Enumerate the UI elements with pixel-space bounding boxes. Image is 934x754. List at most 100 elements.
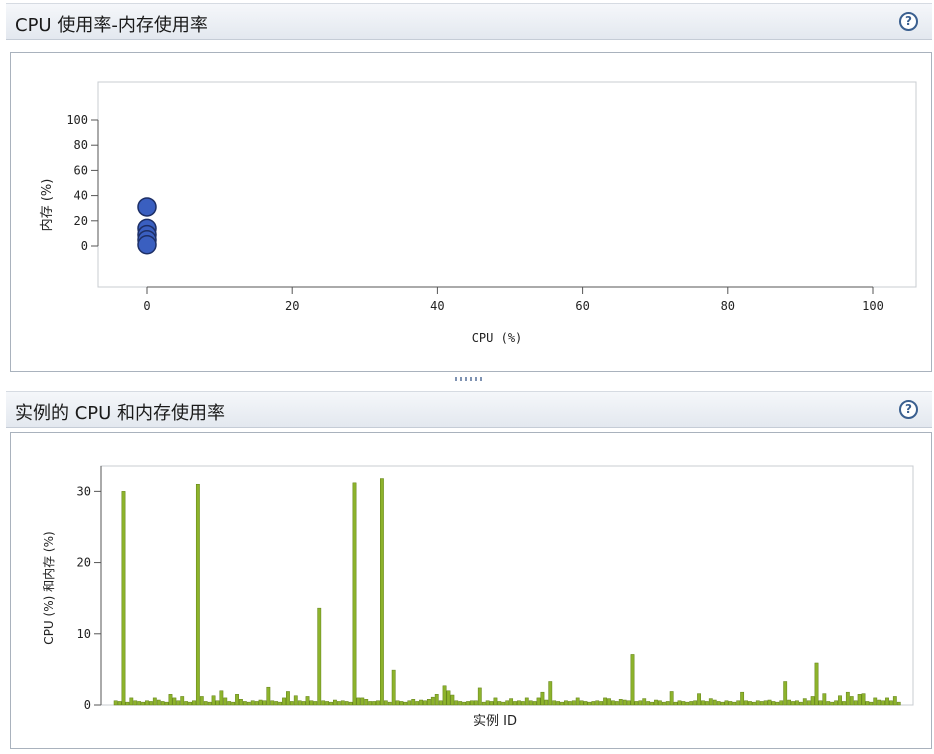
y-tick-label: 100: [66, 113, 88, 127]
bar: [513, 701, 517, 706]
bar: [614, 701, 619, 706]
bar: [348, 701, 353, 706]
bar: [450, 694, 455, 706]
bar: [223, 697, 228, 706]
bar: [458, 701, 463, 706]
bar: [470, 700, 474, 706]
bar: [701, 700, 705, 706]
bar: [266, 686, 271, 706]
bar: [148, 701, 153, 706]
bar: [767, 699, 772, 706]
bar: [477, 687, 482, 706]
bar: [376, 700, 380, 706]
bar: [368, 701, 373, 706]
bar: [125, 701, 130, 706]
bar: [297, 700, 302, 706]
bar: [822, 693, 827, 706]
bar: [791, 701, 795, 706]
bar: [152, 697, 157, 706]
y-tick-label: 80: [74, 138, 88, 152]
help-icon[interactable]: ?: [899, 400, 918, 419]
scatter-point: [137, 234, 157, 255]
bar: [763, 700, 768, 706]
bar: [556, 701, 561, 706]
bar: [544, 699, 549, 706]
bar: [383, 700, 388, 706]
bar: [493, 697, 498, 706]
bar: [180, 696, 185, 706]
y-tick-label: 60: [74, 163, 88, 177]
bar: [712, 699, 717, 706]
bar: [434, 694, 439, 706]
bar: [740, 691, 745, 706]
y-tick-label: 0: [81, 239, 88, 253]
bar: [520, 701, 525, 706]
bar: [704, 701, 709, 706]
bar: [618, 699, 623, 706]
bar: [842, 701, 846, 706]
bar: [325, 701, 329, 706]
bar: [344, 701, 349, 706]
help-icon[interactable]: ?: [899, 12, 918, 31]
bar: [462, 701, 467, 706]
bar: [795, 700, 799, 706]
plot-frame: [100, 465, 914, 706]
bar: [744, 700, 748, 706]
bar: [485, 700, 490, 706]
bar: [567, 701, 572, 706]
bar: [473, 700, 478, 706]
y-tick-label: 10: [77, 627, 91, 641]
y-tick-label: 40: [74, 189, 88, 203]
panel-splitter[interactable]: [455, 377, 483, 381]
bar: [814, 662, 819, 706]
bar: [638, 700, 643, 706]
bar: [399, 701, 404, 706]
bar: [661, 701, 666, 706]
bar: [289, 701, 294, 706]
bar: [274, 701, 279, 706]
bar: [254, 701, 259, 706]
bar-panel-header: 实例的 CPU 和内存使用率 ?: [6, 391, 932, 428]
bar: [505, 700, 510, 706]
bar: [571, 700, 576, 706]
bar: [227, 701, 232, 706]
bar: [845, 691, 850, 706]
scatter-chart: 0 20 40 60 80 100 0 20 40 60 80 100 CPU (%) 内存 (%): [39, 81, 917, 345]
bar: [207, 701, 212, 706]
bar: [697, 693, 701, 706]
bar: [454, 700, 459, 706]
bar: [787, 699, 792, 706]
bar: [258, 699, 263, 706]
bar: [305, 696, 310, 706]
bar: [798, 701, 803, 706]
bar: [423, 700, 427, 706]
bar: [552, 700, 557, 706]
bar: [215, 700, 220, 706]
bar: [693, 700, 698, 706]
bar: [168, 694, 173, 706]
bar: [650, 701, 654, 706]
bar: [466, 701, 470, 706]
bar: [321, 700, 326, 706]
bar: [239, 699, 243, 706]
bar: [849, 696, 854, 706]
bar: [826, 701, 831, 706]
bar: [286, 691, 290, 706]
bar: [164, 701, 169, 706]
bar: [564, 700, 568, 706]
bar: [407, 700, 412, 706]
bar: [755, 700, 760, 706]
bar: [141, 701, 145, 706]
bar-panel-body: 0 10 20 30 实例 ID CPU (%) 和内存 (%): [10, 432, 932, 749]
bar: [317, 607, 322, 706]
bar: [293, 695, 298, 706]
bar: [681, 701, 686, 706]
bar: [121, 491, 126, 706]
bar: [865, 701, 870, 706]
bar: [411, 699, 416, 706]
bar: [802, 698, 807, 706]
bar: [626, 700, 631, 706]
y-tick-label: 20: [77, 556, 91, 570]
bar: [270, 700, 275, 706]
bar: [642, 698, 647, 706]
